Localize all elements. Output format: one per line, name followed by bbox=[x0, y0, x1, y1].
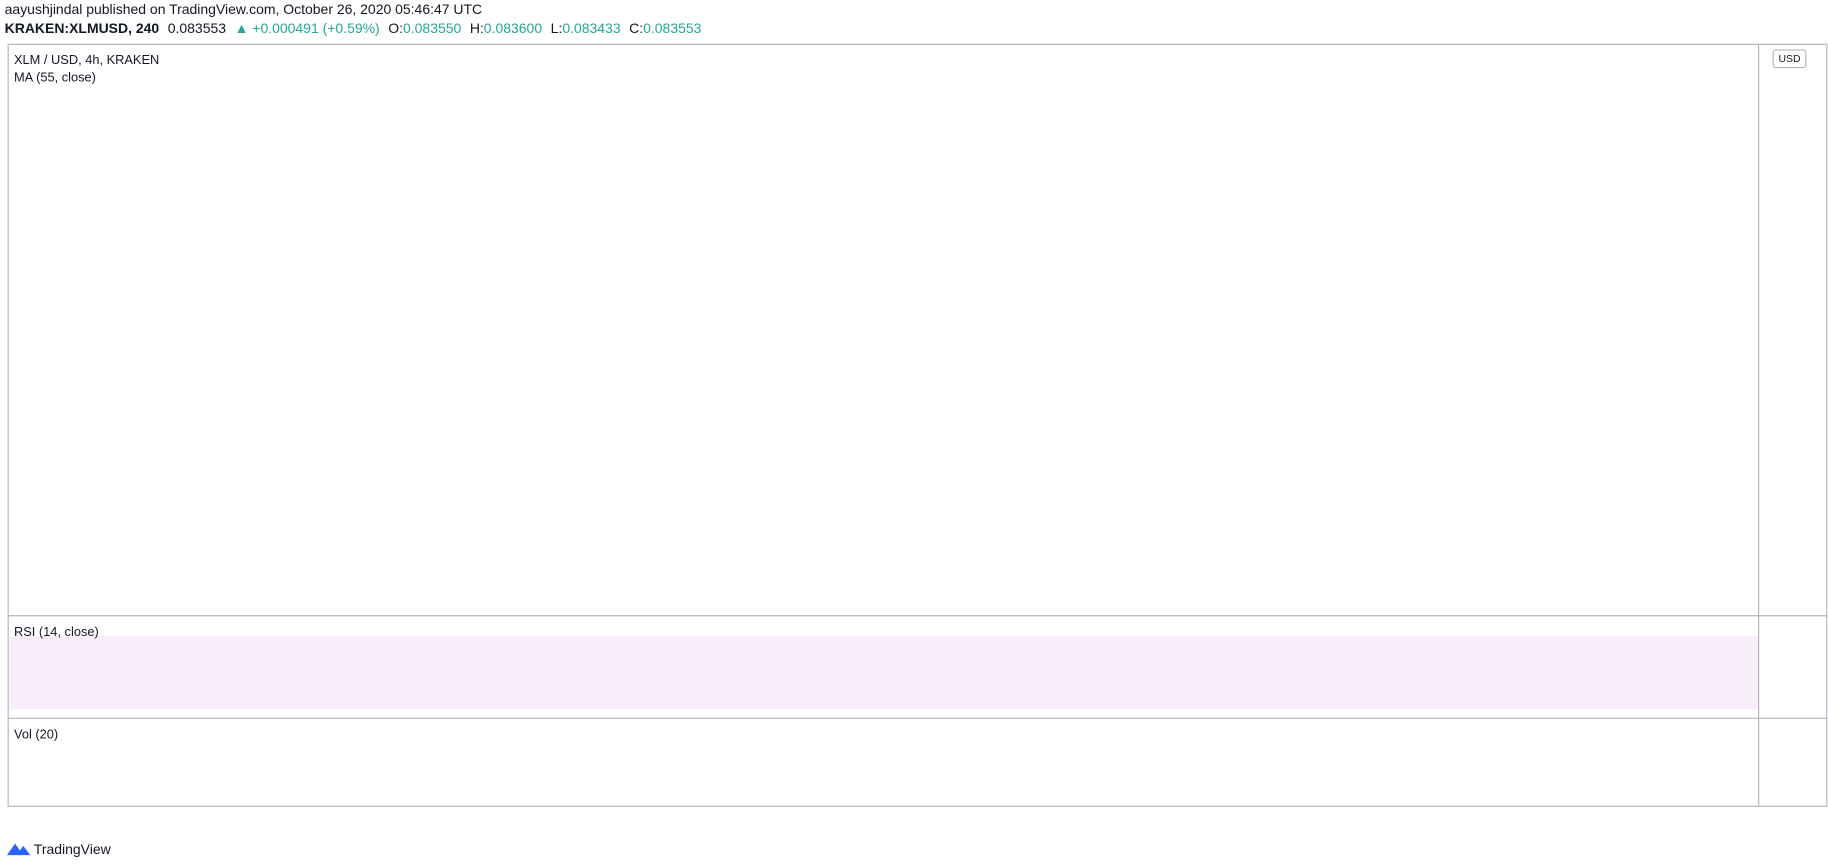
quote-line: KRAKEN:XLMUSD, 240 0.083553 ▲ +0.000491 … bbox=[5, 20, 702, 36]
volume-legend: Vol (20) bbox=[14, 727, 58, 742]
tradingview-logo bbox=[6, 843, 31, 856]
ohlc-value: 0.083433 bbox=[562, 20, 621, 36]
ohlc-value: 0.083550 bbox=[403, 20, 462, 36]
rsi-band bbox=[9, 635, 1759, 710]
chart-frame bbox=[7, 43, 1828, 807]
logo-shape bbox=[6, 843, 31, 856]
currency-label: USD bbox=[1778, 54, 1801, 65]
series-legend: XLM / USD, 4h, KRAKEN bbox=[14, 52, 159, 67]
ohlc-label: H: bbox=[470, 20, 484, 36]
byline: aayushjindal published on TradingView.co… bbox=[5, 1, 482, 17]
ohlc-label: L: bbox=[551, 20, 563, 36]
ohlc-value: 0.083600 bbox=[484, 20, 543, 36]
ohlc-label: O: bbox=[388, 20, 403, 36]
symbol: KRAKEN:XLMUSD, 240 bbox=[5, 20, 160, 36]
brand: TradingView bbox=[34, 841, 112, 857]
ohlc-value: 0.083553 bbox=[643, 20, 702, 36]
quote-price: 0.083553 bbox=[168, 20, 227, 36]
ohlc-label: C: bbox=[629, 20, 643, 36]
quote-change: ▲ +0.000491 (+0.59%) bbox=[235, 20, 380, 36]
currency-box[interactable] bbox=[1772, 49, 1807, 69]
ma-legend: MA (55, close) bbox=[14, 69, 96, 84]
rsi-legend: RSI (14, close) bbox=[14, 624, 99, 639]
